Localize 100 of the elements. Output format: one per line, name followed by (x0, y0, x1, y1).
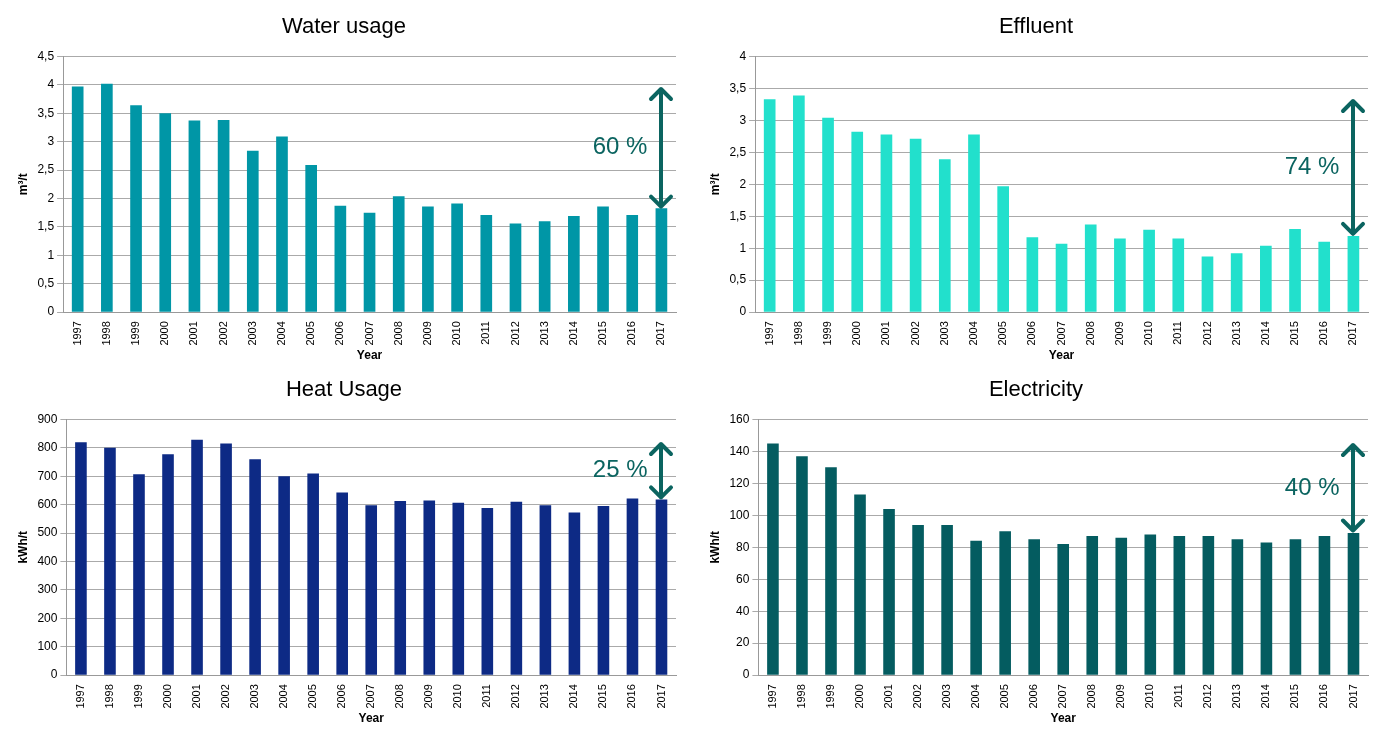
y-tick-label: 800 (37, 440, 58, 455)
y-axis-title: m³/t (15, 173, 30, 196)
x-tick-label: 2007 (1056, 684, 1069, 709)
x-tick-label: 2004 (277, 684, 290, 709)
y-tick-label: 0 (47, 304, 55, 319)
x-tick-label: 2014 (1258, 321, 1271, 346)
x-tick-label: 2016 (625, 684, 638, 709)
x-tick-label: 2004 (967, 321, 980, 346)
bar (278, 476, 290, 675)
y-tick-label: 1,5 (37, 219, 55, 234)
x-tick-label: 2006 (333, 321, 346, 346)
bar (220, 443, 232, 675)
bar (796, 456, 808, 675)
y-tick-label: 900 (37, 411, 58, 426)
y-tick-label: 3 (47, 133, 55, 148)
bar (1144, 534, 1157, 675)
y-tick-label: 0 (739, 304, 747, 319)
x-tick-label: 2009 (1112, 321, 1125, 346)
bar (539, 505, 552, 675)
bar (938, 159, 951, 312)
bar (1055, 243, 1068, 312)
x-tick-label: 2008 (391, 321, 404, 346)
bar (941, 524, 953, 675)
bar (909, 138, 922, 312)
y-tick-label: 140 (729, 443, 750, 458)
y-axis-title: kWh/t (15, 530, 30, 564)
x-tick-label: 1998 (791, 321, 804, 346)
chart-title: Effluent (998, 13, 1074, 39)
y-tick-label: 40 (736, 603, 750, 618)
y-tick-label: 2,5 (729, 144, 747, 159)
bar (626, 214, 639, 312)
bar (101, 83, 113, 312)
bar (1260, 542, 1273, 675)
x-tick-label: 2006 (335, 684, 348, 709)
bar (1026, 237, 1039, 312)
bar (1172, 238, 1185, 312)
x-tick-label: 1999 (821, 321, 834, 346)
x-tick-label: 1999 (129, 321, 142, 346)
y-tick-label: 4 (739, 48, 747, 63)
bar (568, 512, 581, 675)
annotation: 74 % (1284, 152, 1340, 180)
x-axis-title: Year (1048, 348, 1075, 363)
annotation: 60 % (592, 131, 648, 159)
bar (217, 120, 230, 312)
x-tick-label: 2012 (1200, 321, 1213, 346)
x-tick-label: 2001 (187, 321, 200, 346)
x-tick-label: 2003 (245, 321, 258, 346)
y-tick-label: 80 (736, 539, 750, 554)
bar (336, 492, 348, 675)
x-tick-label: 2015 (1288, 321, 1301, 346)
y-tick-label: 4 (47, 77, 55, 92)
x-tick-label: 2004 (969, 684, 982, 709)
bar (912, 524, 924, 675)
bar (392, 196, 405, 312)
bar (1318, 241, 1331, 312)
bar (568, 216, 580, 312)
bar (75, 442, 87, 675)
bar (825, 467, 837, 675)
bar (851, 131, 864, 312)
y-tick-label: 2 (739, 176, 747, 191)
x-tick-label: 2015 (596, 684, 609, 709)
x-tick-label: 1998 (99, 321, 112, 346)
bar (597, 506, 610, 675)
x-tick-label: 1999 (824, 684, 837, 709)
x-tick-label: 2000 (853, 684, 866, 709)
x-tick-label: 2009 (1114, 684, 1127, 709)
bar (1028, 539, 1040, 675)
x-tick-label: 2016 (1317, 684, 1330, 709)
x-tick-label: 2005 (306, 684, 319, 709)
x-tick-label: 2013 (1230, 684, 1243, 709)
x-tick-label: 2000 (850, 321, 863, 346)
x-tick-label: 2010 (450, 321, 463, 346)
y-tick-label: 1,5 (729, 208, 747, 223)
y-tick-label: 1 (47, 247, 55, 262)
y-tick-label: 4,5 (37, 48, 55, 63)
y-tick-label: 0 (742, 667, 750, 682)
x-tick-label: 1998 (794, 684, 807, 709)
bar (1230, 253, 1243, 312)
bar (763, 99, 776, 312)
x-axis-title: Year (356, 348, 383, 363)
x-tick-label: 2014 (566, 321, 579, 346)
chart-title: Water usage (282, 13, 406, 39)
x-tick-label: 2005 (996, 321, 1009, 346)
bar (970, 540, 982, 675)
x-tick-label: 2013 (537, 321, 550, 346)
y-tick-label: 60 (736, 571, 750, 586)
bar (481, 508, 494, 675)
x-tick-label: 2009 (420, 321, 433, 346)
x-tick-label: 1997 (765, 684, 778, 709)
bar (394, 500, 407, 675)
x-tick-label: 1997 (70, 321, 83, 346)
x-tick-label: 2005 (998, 684, 1011, 709)
y-tick-label: 0,5 (729, 272, 747, 287)
bar (793, 95, 805, 312)
x-tick-label: 2017 (1346, 684, 1359, 709)
bar (1202, 536, 1215, 675)
bar (71, 86, 84, 312)
x-tick-label: 2012 (509, 684, 522, 709)
x-tick-label: 2008 (393, 684, 406, 709)
bar (997, 186, 1010, 312)
